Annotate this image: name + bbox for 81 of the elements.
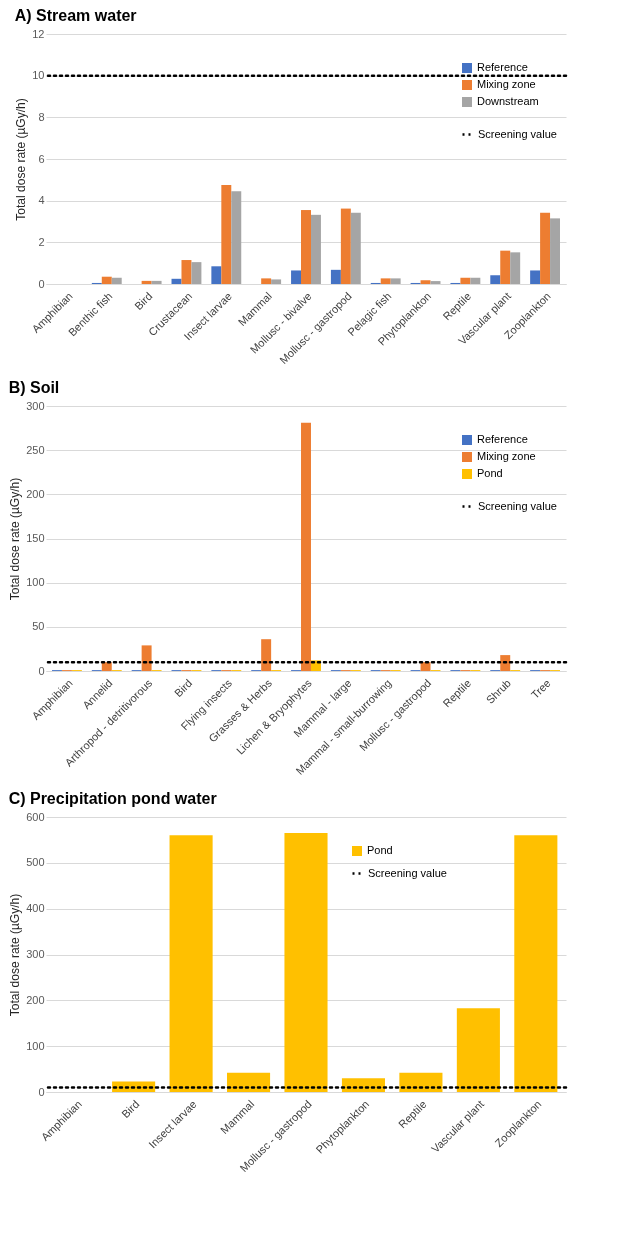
bar [191, 262, 202, 284]
bar [301, 422, 311, 671]
y-tick-label: 300 [26, 948, 45, 960]
y-axis-title: Total dose rate (µGy/h) [8, 893, 23, 1017]
y-tick-label: 0 [38, 664, 45, 677]
y-tick-label: 300 [26, 399, 45, 412]
bar [284, 833, 328, 1092]
y-tick-label: 400 [26, 902, 45, 915]
bar [221, 185, 232, 284]
bar [460, 277, 471, 284]
legend-label: Reference [477, 61, 528, 73]
legend-label: Downstream [477, 95, 539, 107]
y-axis-title: Total dose rate (µGy/h) [8, 477, 23, 601]
bar [271, 279, 282, 284]
legend-label: Mixing zone [477, 78, 536, 90]
y-tick-label: 4 [38, 194, 45, 207]
legend-label: Mixing zone [477, 450, 536, 462]
chart-title: A) Stream water [14, 7, 137, 24]
bar [500, 655, 511, 671]
bar [500, 250, 511, 284]
bar [490, 275, 501, 284]
bar [181, 260, 192, 284]
y-tick-label: 200 [26, 487, 45, 500]
y-tick-label: 6 [38, 152, 45, 165]
bar [291, 270, 302, 284]
bar [514, 835, 558, 1092]
bar [111, 277, 122, 284]
x-tick-label: Tree [528, 676, 553, 701]
bar [510, 252, 521, 284]
bar [399, 1072, 443, 1092]
bar [231, 191, 242, 284]
x-tick-label: Bird [119, 1097, 142, 1121]
y-axis-title: Total dose rate (µGy/h) [14, 98, 29, 221]
bar [101, 662, 112, 671]
bar [390, 278, 401, 284]
bar [540, 212, 551, 284]
bar [420, 280, 431, 284]
legend-label: Reference [477, 433, 528, 445]
bar [340, 208, 351, 284]
y-tick-label: 150 [26, 532, 45, 544]
y-tick-label: 100 [26, 576, 45, 589]
chart-title: C) Precipitation pond water [8, 790, 217, 807]
bar [470, 277, 481, 284]
y-tick-label: 50 [32, 620, 45, 633]
y-tick-label: 2 [38, 235, 45, 248]
bar [151, 280, 162, 284]
bar [101, 276, 112, 284]
y-tick-label: 500 [26, 856, 45, 869]
bar [141, 280, 152, 284]
bar [330, 269, 341, 284]
x-tick-label: Bird [171, 676, 195, 700]
y-tick-label: 12 [32, 27, 45, 40]
legend-label: Screening value [478, 127, 557, 140]
bar [261, 639, 272, 671]
y-tick-label: 8 [38, 110, 45, 123]
chart-title: B) Soil [8, 379, 60, 396]
bar [380, 278, 391, 284]
bar [261, 278, 272, 284]
bar [550, 218, 561, 284]
y-tick-label: 600 [26, 810, 45, 823]
legend-label: Pond [367, 844, 393, 856]
bar [301, 210, 311, 284]
legend-label: Pond [477, 467, 503, 479]
bar [211, 266, 222, 284]
bar [456, 1008, 500, 1092]
y-tick-label: 250 [26, 443, 45, 456]
bar [226, 1072, 271, 1092]
bar [530, 270, 541, 284]
bar [169, 835, 213, 1092]
y-tick-label: 0 [38, 1085, 45, 1098]
bar [420, 662, 431, 671]
legend-label: Screening value [478, 499, 557, 512]
bar [310, 214, 321, 284]
bar [430, 281, 441, 284]
y-tick-label: 10 [32, 69, 45, 82]
y-tick-label: 200 [26, 993, 45, 1006]
y-tick-label: 0 [38, 277, 45, 290]
y-tick-label: 100 [26, 1039, 45, 1052]
bar [350, 212, 361, 284]
legend-label: Screening value [368, 866, 447, 879]
bar [141, 645, 152, 671]
